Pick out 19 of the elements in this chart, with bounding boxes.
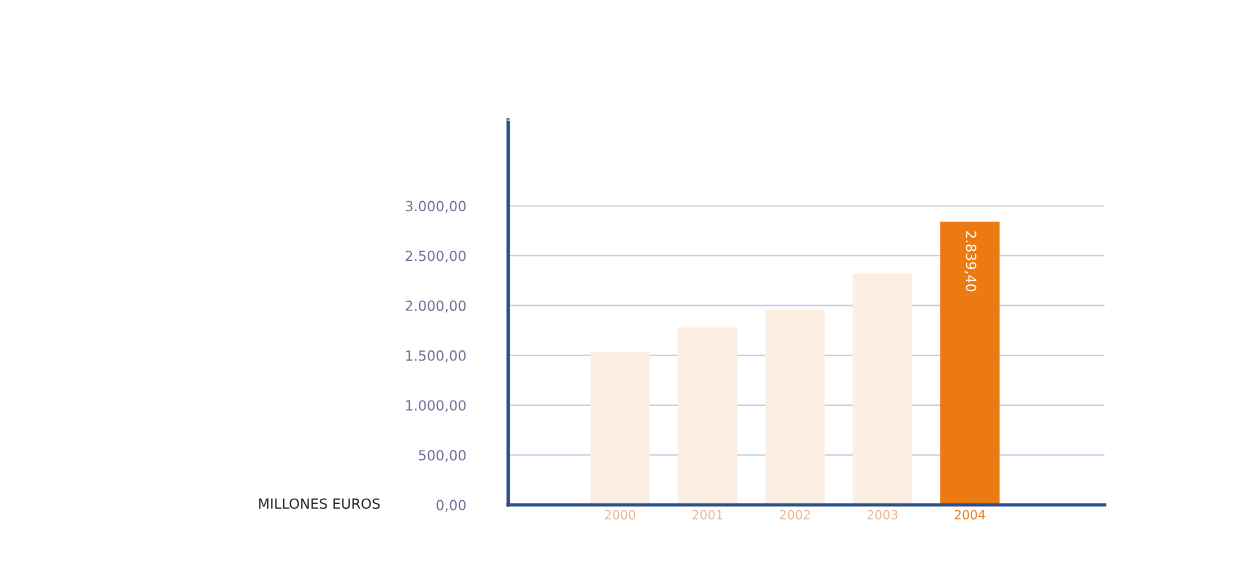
y-tick-label: 500,00 bbox=[419, 450, 466, 462]
bar bbox=[765, 309, 825, 505]
x-tick-label: 2000 bbox=[605, 509, 636, 520]
y-tick-label: 2.000,00 bbox=[405, 300, 466, 313]
y-tick-label: 2.500,00 bbox=[405, 250, 466, 263]
y-tick-label: 1.000,00 bbox=[406, 400, 466, 413]
bar bbox=[852, 273, 913, 505]
y-axis-title: MILLONES EUROS bbox=[259, 498, 380, 509]
x-tick-label: 2001 bbox=[692, 509, 723, 520]
x-tick-label: 2002 bbox=[780, 509, 810, 520]
bar bbox=[590, 352, 650, 505]
data-label: 2.839,40 bbox=[964, 231, 977, 292]
bar bbox=[677, 327, 738, 505]
y-tick-label: 3.000,00 bbox=[405, 200, 466, 213]
bar bbox=[940, 221, 1000, 505]
x-tick-label: 2004 bbox=[954, 509, 986, 520]
y-tick-label: 1.500,00 bbox=[406, 350, 466, 363]
x-tick-label: 2003 bbox=[867, 509, 898, 520]
y-tick-label: 0,00 bbox=[436, 499, 466, 512]
